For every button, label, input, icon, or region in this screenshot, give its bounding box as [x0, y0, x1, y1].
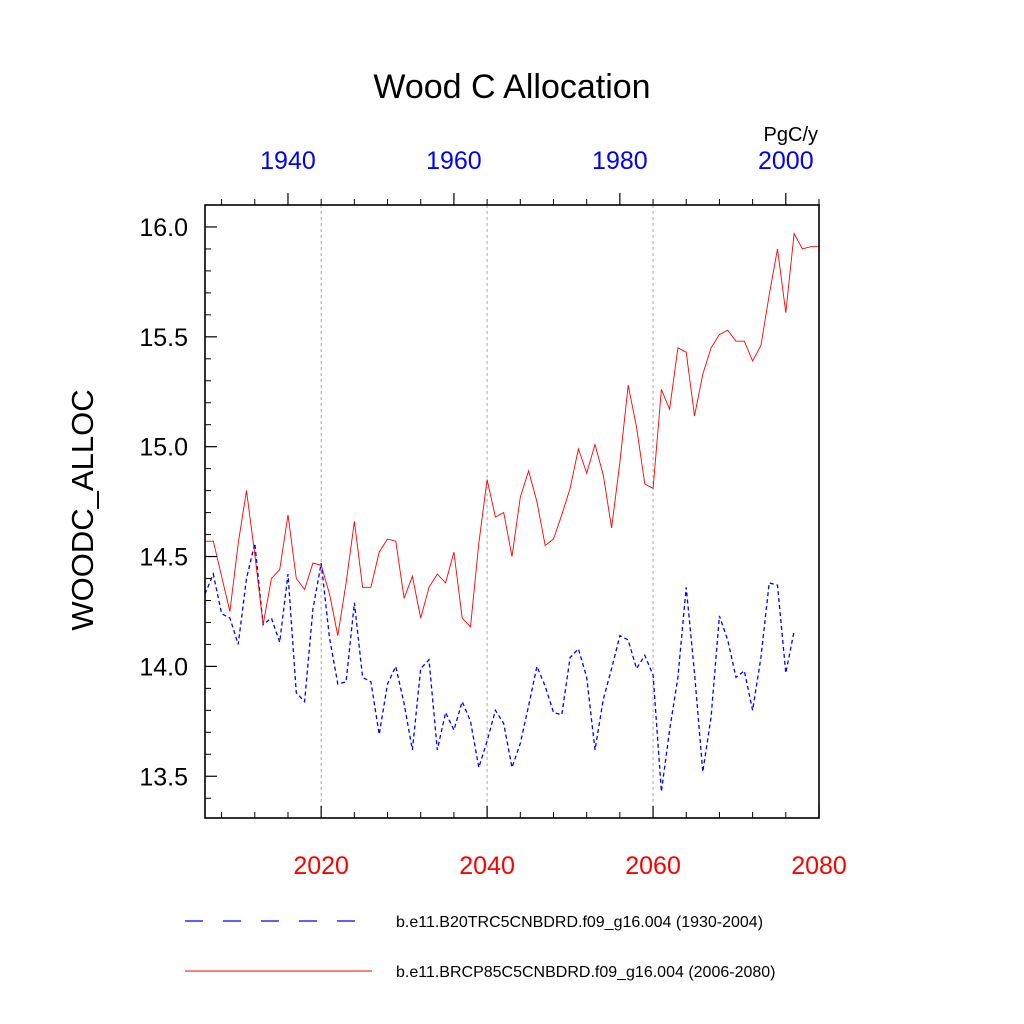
legend: b.e11.B20TRC5CNBDRD.f09_g16.004 (1930-20… — [185, 914, 775, 981]
chart-title: Wood C Allocation — [373, 68, 650, 106]
plot-frame — [204, 204, 820, 819]
axis-layer: 2020 2040 2060 2080 1940 1960 1980 2000 13.5 14.0… — [139, 147, 846, 880]
y-axis-tick-label: 13.5 — [139, 763, 188, 791]
y-axis-tick-label: 14.5 — [139, 544, 188, 572]
y-axis-tick-label: 16.0 — [139, 214, 188, 242]
series-layer — [204, 232, 819, 792]
top-axis-tick-label: 1960 — [426, 147, 482, 175]
series-line-historical — [204, 543, 795, 792]
bottom-axis-tick-label: 2020 — [293, 852, 349, 880]
top-axis-tick-label: 1940 — [260, 147, 316, 175]
bottom-axis-tick-label: 2080 — [791, 852, 847, 880]
top-axis-tick-label: 1980 — [592, 147, 648, 175]
y-axis-tick-label: 15.5 — [139, 324, 188, 352]
bottom-axis-tick-label: 2060 — [625, 852, 681, 880]
bottom-axis-tick-label: 2040 — [459, 852, 515, 880]
y-axis-tick-label: 14.0 — [139, 653, 188, 681]
legend-label-rcp85: b.e11.BRCP85C5CNBDRD.f09_g16.004 (2006-2… — [396, 964, 775, 981]
legend-label-historical: b.e11.B20TRC5CNBDRD.f09_g16.004 (1930-20… — [396, 914, 763, 931]
series-line-rcp85 — [205, 232, 819, 636]
top-axis-tick-label: 2000 — [758, 147, 814, 175]
y-axis-tick-label: 15.0 — [139, 434, 188, 462]
units-label: PgC/y — [764, 124, 818, 146]
grid-lines — [320, 205, 654, 818]
y-axis-label: WOODC_ALLOC — [65, 389, 100, 630]
